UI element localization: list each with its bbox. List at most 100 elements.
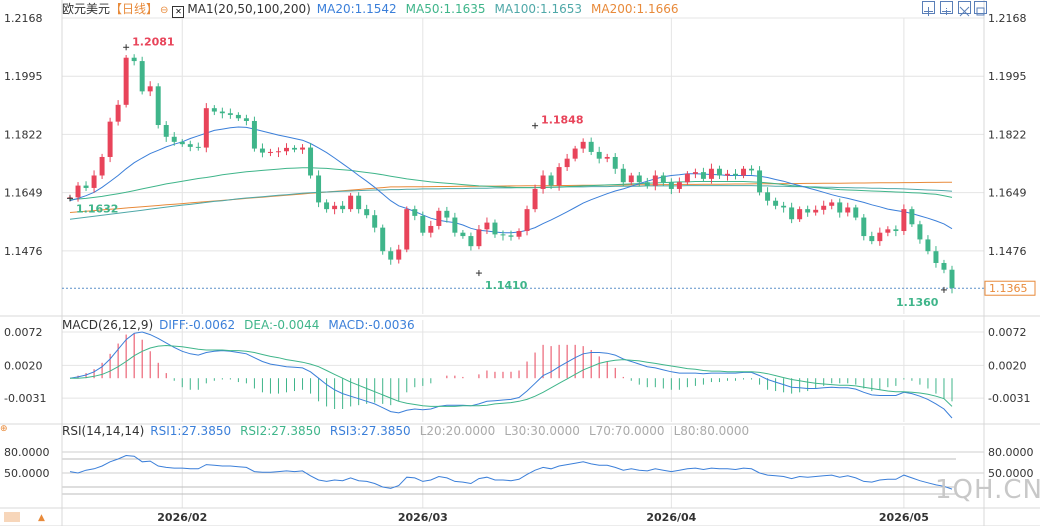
- candle-body: [195, 146, 201, 148]
- macd-value-2: MACD:-0.0036: [328, 318, 415, 332]
- candlestick-series: [67, 54, 955, 294]
- candle-body: [893, 229, 899, 232]
- candle-body: [556, 167, 562, 186]
- candle-body: [251, 120, 257, 149]
- ma-value-0: MA20:1.1542: [316, 2, 397, 16]
- candle-body: [660, 175, 666, 183]
- candle-body: [484, 222, 490, 230]
- macd-value-1: DEA:-0.0044: [244, 318, 320, 332]
- macd-indicator-label: MACD(26,12,9): [62, 318, 154, 332]
- period-indicator-icon[interactable]: ⊖: [160, 5, 169, 16]
- candle-body: [901, 209, 907, 232]
- candle-body: [243, 118, 249, 121]
- rsi-panel: [69, 454, 953, 490]
- grid-layer: [62, 17, 984, 508]
- candle-body: [300, 147, 306, 150]
- candle-body: [540, 175, 546, 189]
- zoom-in-icon[interactable]: [922, 1, 935, 16]
- candle-body: [500, 234, 506, 236]
- candle-body: [628, 175, 634, 183]
- rsi-value-5: L70:70.0000: [588, 424, 665, 438]
- candle-body: [83, 185, 89, 188]
- price-tick-label-right: 1.1649: [988, 187, 1027, 200]
- candle-body: [179, 141, 185, 145]
- candle-body: [460, 232, 466, 237]
- candle-body: [725, 173, 730, 176]
- candle-body: [91, 175, 97, 188]
- left-marker-icon: [4, 512, 20, 522]
- annotation-label: 1.1410: [485, 279, 528, 292]
- candle-body: [869, 236, 875, 242]
- candle-body: [364, 209, 370, 216]
- candle-body: [107, 121, 113, 157]
- rsi-values: RSI1:27.3850 RSI2:27.3850 RSI3:27.3850 L20:…: [150, 424, 758, 438]
- candle-body: [636, 175, 642, 183]
- candle-body: [716, 168, 722, 176]
- macd-header: MACD(26,12,9) DIFF:-0.0062 DEA:-0.0044 MACD…: [62, 318, 424, 332]
- rsi-value-6: L80:80.0000: [673, 424, 750, 438]
- date-tick-label: 2026/02: [157, 511, 207, 524]
- candle-body: [524, 209, 530, 232]
- main-chart-header: 欧元美元【日线】 ⊖ ✕ MA1(20,50,100,200) MA20:1.1542 M…: [62, 2, 688, 18]
- candle-body: [308, 147, 314, 176]
- candle-body: [829, 202, 835, 206]
- candle-body: [708, 168, 714, 179]
- candle-body: [163, 125, 169, 137]
- candle-body: [147, 86, 153, 92]
- ma-values: MA20:1.1542 MA50:1.1635 MA100:1.1653 MA200:…: [317, 2, 688, 16]
- candle-body: [757, 170, 763, 193]
- candle-body: [476, 229, 482, 247]
- candle-body: [580, 141, 586, 149]
- candle-body: [436, 210, 442, 226]
- macd-tick-label-left: 0.0072: [4, 326, 43, 339]
- macd-tick-label-right: 0.0020: [988, 359, 1027, 372]
- rsi-value-1: RSI2:27.3850: [240, 424, 321, 438]
- macd-dea-line: [70, 344, 953, 407]
- date-tick-label: 2026/05: [879, 511, 929, 524]
- candle-body: [75, 185, 81, 198]
- settings-icon[interactable]: [974, 1, 987, 16]
- candle-body: [644, 182, 650, 186]
- date-tick-label: 2026/03: [398, 511, 448, 524]
- period-selector[interactable]: 【日线】: [110, 2, 159, 16]
- ma20-line: [69, 126, 953, 234]
- candle-body: [388, 251, 394, 260]
- collapse-panel-icon[interactable]: ▲: [38, 513, 45, 523]
- candle-body: [227, 113, 233, 115]
- candle-body: [837, 202, 843, 213]
- candle-body: [949, 269, 955, 289]
- candle-body: [115, 104, 121, 122]
- candle-body: [284, 147, 289, 152]
- candle-body: [684, 173, 690, 183]
- candle-body: [340, 205, 346, 210]
- candle-body: [267, 151, 273, 153]
- indicator-settings-icon[interactable]: ✕: [172, 6, 185, 18]
- candle-body: [452, 217, 458, 233]
- candle-body: [428, 225, 434, 233]
- candle-body: [853, 207, 859, 218]
- pan-icon[interactable]: [958, 1, 971, 17]
- candle-body: [187, 144, 193, 147]
- candle-body: [612, 156, 618, 169]
- moving-average-lines: [69, 126, 953, 234]
- zoom-out-icon[interactable]: [940, 1, 953, 15]
- macd-tick-label-right: 0.0072: [988, 326, 1027, 339]
- candle-body: [620, 168, 626, 183]
- candle-body: [492, 222, 498, 235]
- rsi-tick-label-left: 50.0000: [4, 467, 50, 480]
- candle-body: [548, 175, 554, 186]
- candle-body: [741, 168, 747, 176]
- candle-body: [171, 136, 177, 142]
- candle-body: [235, 114, 241, 119]
- rsi-value-4: L30:30.0000: [504, 424, 580, 438]
- candle-body: [692, 172, 698, 174]
- rsi-tick-label-left: 80.0000: [4, 446, 50, 459]
- watermark: 1QH.CN: [935, 475, 1040, 505]
- candle-body: [821, 205, 827, 210]
- candle-body: [700, 172, 706, 179]
- candle-body: [877, 232, 883, 242]
- candle-body: [324, 202, 330, 210]
- annotation-label: 1.1632: [76, 202, 118, 215]
- rsi-tick-label-right: 80.0000: [988, 446, 1034, 459]
